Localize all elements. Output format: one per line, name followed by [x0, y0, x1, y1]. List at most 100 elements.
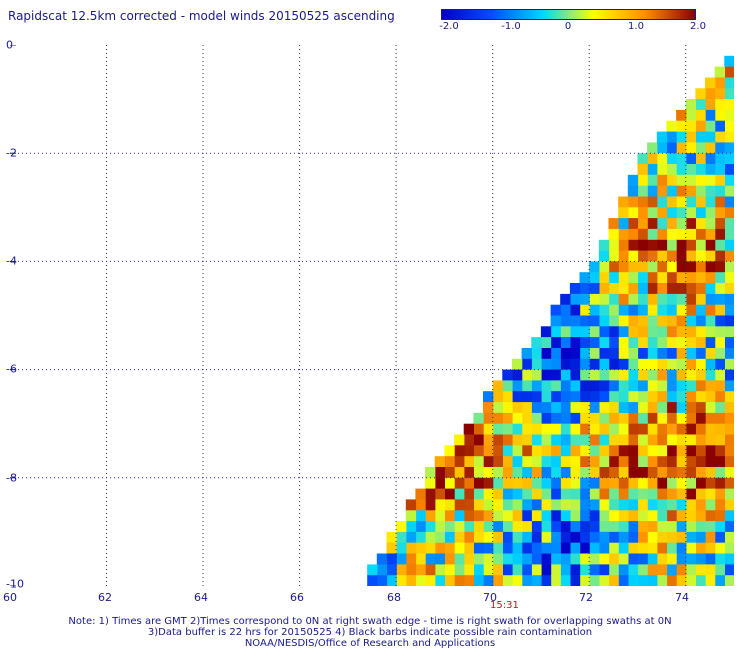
- wind-cell: [608, 250, 619, 262]
- wind-cell: [608, 358, 619, 371]
- wind-cell: [656, 261, 668, 273]
- wind-cell: [666, 510, 677, 522]
- wind-cell: [502, 380, 513, 392]
- wind-cell: [647, 380, 658, 392]
- wind-cell: [521, 477, 532, 490]
- wind-cell: [695, 445, 706, 457]
- wind-cell: [724, 521, 734, 533]
- wind-cell: [685, 99, 696, 111]
- wind-cell: [434, 488, 445, 500]
- wind-cell: [637, 445, 648, 457]
- wind-cell: [405, 542, 417, 555]
- wind-cell: [647, 174, 658, 187]
- wind-cell: [608, 239, 619, 252]
- wind-cell: [724, 369, 734, 381]
- wind-cell: [676, 218, 687, 230]
- wind-cell: [685, 239, 696, 252]
- wind-cell: [637, 575, 648, 586]
- wind-cell: [676, 283, 687, 295]
- wind-cell: [502, 521, 513, 533]
- wind-cell: [714, 99, 725, 111]
- wind-cell: [560, 510, 571, 522]
- wind-cell: [627, 348, 639, 360]
- wind-cell: [444, 542, 455, 555]
- wind-cell: [685, 412, 696, 425]
- wind-cell: [473, 434, 484, 446]
- wind-cell: [685, 185, 696, 198]
- wind-cell: [540, 531, 552, 544]
- wind-cell: [705, 164, 716, 176]
- wind-cell: [637, 239, 648, 252]
- wind-cell: [618, 488, 629, 500]
- wind-cell: [714, 369, 725, 381]
- wind-cell: [666, 164, 677, 176]
- wind-cell: [550, 412, 561, 425]
- wind-cell: [483, 402, 494, 414]
- wind-cell: [512, 564, 523, 576]
- wind-cell: [579, 391, 590, 403]
- wind-cell: [463, 510, 474, 522]
- wind-cell: [579, 553, 590, 565]
- wind-cell: [483, 531, 494, 544]
- wind-cell: [531, 445, 542, 457]
- wind-cell: [685, 488, 696, 500]
- wind-cell: [531, 477, 542, 490]
- wind-cell: [685, 131, 696, 143]
- wind-cell: [666, 391, 677, 403]
- wind-cell: [705, 542, 716, 555]
- wind-cell: [463, 445, 474, 457]
- wind-cell: [386, 531, 397, 544]
- wind-cell: [589, 261, 600, 273]
- wind-cell: [724, 120, 734, 133]
- wind-cell: [550, 326, 561, 338]
- wind-cell: [647, 304, 658, 317]
- wind-cell: [569, 575, 581, 586]
- wind-cell: [492, 521, 503, 533]
- x-tick-label: 62: [98, 591, 112, 604]
- wind-cell: [502, 456, 513, 468]
- wind-cell: [589, 304, 600, 317]
- wind-cell: [647, 218, 658, 230]
- wind-cell: [637, 434, 648, 446]
- wind-cell: [512, 542, 523, 555]
- wind-cell: [647, 542, 658, 555]
- wind-cell: [550, 445, 561, 457]
- wind-cell: [598, 412, 610, 425]
- wind-cell: [550, 553, 561, 565]
- wind-cell: [714, 218, 725, 230]
- wind-cell: [705, 337, 716, 349]
- wind-cell: [637, 564, 648, 576]
- wind-cell: [608, 510, 619, 522]
- wind-cell: [550, 467, 561, 479]
- wind-cell: [637, 423, 648, 436]
- wind-cell: [434, 553, 445, 565]
- wind-cell: [560, 456, 571, 468]
- wind-cell: [676, 434, 687, 446]
- wind-cell: [569, 477, 581, 490]
- wind-cell: [540, 521, 552, 533]
- wind-cell: [502, 467, 513, 479]
- wind-cell: [685, 348, 696, 360]
- wind-cell: [705, 380, 716, 392]
- wind-cell: [714, 131, 725, 143]
- wind-cell: [444, 553, 455, 565]
- wind-cell: [598, 239, 610, 252]
- wind-cell: [425, 575, 436, 586]
- wind-cell: [502, 369, 513, 381]
- wind-cell: [714, 196, 725, 208]
- wind-cell: [637, 553, 648, 565]
- wind-cell: [647, 153, 658, 165]
- wind-cell: [618, 369, 629, 381]
- wind-cell: [685, 380, 696, 392]
- wind-cell: [676, 467, 687, 479]
- wind-cell: [569, 423, 581, 436]
- wind-cell: [685, 456, 696, 468]
- wind-cell: [656, 402, 668, 414]
- wind-cell: [627, 467, 639, 479]
- wind-cell: [666, 542, 677, 555]
- wind-cell: [512, 391, 523, 403]
- wind-cell: [589, 467, 600, 479]
- wind-cell: [550, 456, 561, 468]
- wind-cell: [367, 564, 378, 576]
- wind-cell: [521, 531, 532, 544]
